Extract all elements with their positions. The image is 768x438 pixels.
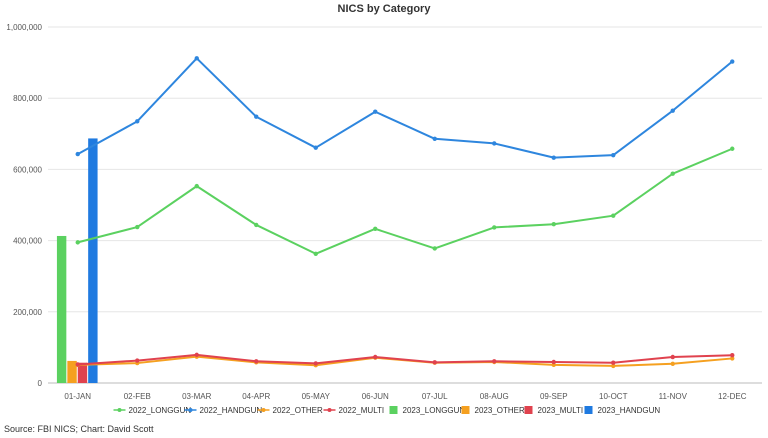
legend-label: 2022_MULTI — [339, 406, 385, 415]
line-2022-longgun — [77, 147, 733, 255]
point-2022-multi — [135, 358, 140, 363]
y-tick-label: 1,000,000 — [6, 23, 42, 32]
legend-item[interactable]: 2023_OTHER — [461, 406, 525, 415]
legend-marker — [261, 408, 266, 412]
y-axis-ticks: 0 200,000 400,000 600,000 800,000 1,000,000 — [6, 23, 42, 388]
point-2022-handgun — [730, 59, 735, 64]
line-2022-handgun — [77, 57, 733, 159]
gridlines — [48, 26, 762, 384]
legend-label: 2023_LONGGUN — [403, 406, 466, 415]
point-2022-multi — [611, 360, 616, 365]
point-2022-longgun — [432, 246, 437, 251]
point-2022-multi — [432, 360, 437, 365]
bar-2023-other — [67, 360, 77, 383]
x-tick-label: 05-MAY — [302, 392, 331, 401]
x-tick-label: 10-OCT — [599, 392, 628, 401]
legend-item[interactable]: 2022_HANDGUN — [184, 406, 263, 415]
point-2022-other — [730, 356, 735, 361]
legend-item[interactable]: 2023_LONGGUN — [389, 406, 466, 415]
point-2022-multi — [373, 354, 378, 360]
point-2022-handgun — [373, 109, 378, 114]
x-tick-label: 04-APR — [242, 392, 270, 401]
x-tick-label: 02-FEB — [124, 392, 151, 401]
point-2022-longgun — [254, 222, 259, 228]
legend-item[interactable]: 2022_LONGGUN — [113, 406, 192, 415]
source-note: Source: FBI NICS; Chart: David Scott — [4, 424, 154, 434]
point-2022-handgun — [611, 152, 616, 158]
x-tick-label: 01-JAN — [64, 392, 91, 401]
legend-item[interactable]: 2023_HANDGUN — [584, 406, 661, 415]
legend-label: 2023_HANDGUN — [598, 406, 661, 415]
point-2022-multi — [75, 362, 80, 367]
legend-label: 2022_HANDGUN — [200, 406, 263, 415]
point-2022-longgun — [551, 222, 556, 227]
bar-2023-handgun — [88, 138, 98, 383]
point-2022-multi — [254, 359, 259, 364]
point-2022-handgun — [75, 151, 80, 157]
y-tick-label: 400,000 — [13, 237, 42, 246]
point-2022-other — [611, 363, 616, 369]
legend-item[interactable]: 2022_MULTI — [323, 406, 385, 415]
point-2022-multi — [194, 352, 199, 358]
point-2022-longgun — [135, 224, 140, 230]
legend-label: 2022_OTHER — [273, 406, 323, 415]
point-2022-multi — [670, 354, 675, 360]
legend-marker — [117, 408, 122, 412]
point-2022-longgun — [194, 183, 199, 189]
bar-2023-multi — [77, 362, 88, 383]
legend-label: 2022_LONGGUN — [129, 406, 192, 415]
point-2022-longgun — [730, 146, 735, 151]
point-2022-longgun — [670, 171, 675, 176]
point-2022-longgun — [492, 225, 497, 230]
x-axis-ticks: 01-JAN 02-FEB 03-MAR 04-APR 05-MAY 06-JUN 07-J… — [64, 392, 746, 401]
point-2022-handgun — [194, 56, 199, 61]
y-tick-label: 600,000 — [13, 165, 42, 174]
point-2022-other — [670, 361, 675, 366]
point-2022-multi — [492, 359, 497, 364]
y-tick-label: 0 — [38, 379, 43, 388]
x-tick-label: 11-NOV — [659, 392, 688, 401]
x-tick-label: 12-DEC — [718, 392, 747, 401]
point-2022-longgun — [75, 240, 80, 245]
point-2022-longgun — [313, 251, 318, 256]
bar-2023-longgun — [56, 235, 67, 383]
legend-item[interactable]: 2022_OTHER — [257, 406, 323, 415]
y-tick-label: 200,000 — [13, 308, 42, 317]
point-2022-handgun — [492, 141, 497, 146]
point-2022-longgun — [611, 213, 616, 218]
point-2022-multi — [730, 353, 735, 358]
lines-2022 — [75, 56, 735, 369]
point-2022-longgun — [373, 226, 378, 232]
point-2022-handgun — [551, 155, 556, 160]
point-2022-handgun — [670, 108, 675, 113]
point-2022-handgun — [254, 114, 259, 119]
bars-2023 — [56, 138, 98, 383]
point-2022-multi — [551, 359, 556, 365]
x-tick-label: 07-JUL — [422, 392, 448, 401]
legend-label: 2023_MULTI — [538, 406, 584, 415]
legend-label: 2023_OTHER — [475, 406, 525, 415]
point-2022-multi — [313, 361, 318, 366]
x-tick-label: 08-AUG — [480, 392, 509, 401]
chart-title: NICS by Category — [338, 3, 432, 15]
legend-marker — [188, 408, 193, 412]
legend-marker — [327, 408, 332, 412]
legend-item[interactable]: 2023_MULTI — [524, 406, 584, 415]
point-2022-handgun — [313, 145, 318, 150]
y-tick-label: 800,000 — [13, 94, 42, 103]
legend-bar-swatch — [584, 406, 593, 414]
legend-bar-swatch — [389, 406, 398, 414]
line-2022-multi — [77, 353, 733, 366]
nics-chart: NICS by Category 0 200,000 400,000 600,000 8… — [6, 3, 762, 415]
legend-bar-swatch — [461, 406, 470, 414]
x-tick-label: 06-JUN — [362, 392, 389, 401]
legend-bar-swatch — [524, 406, 533, 414]
x-tick-label: 09-SEP — [540, 392, 568, 401]
point-2022-handgun — [135, 119, 140, 124]
point-2022-handgun — [432, 136, 437, 141]
legend: 2022_LONGGUN 2022_HANDGUN 2022_OTHER 2022_M… — [113, 406, 661, 415]
x-tick-label: 03-MAR — [182, 392, 212, 401]
